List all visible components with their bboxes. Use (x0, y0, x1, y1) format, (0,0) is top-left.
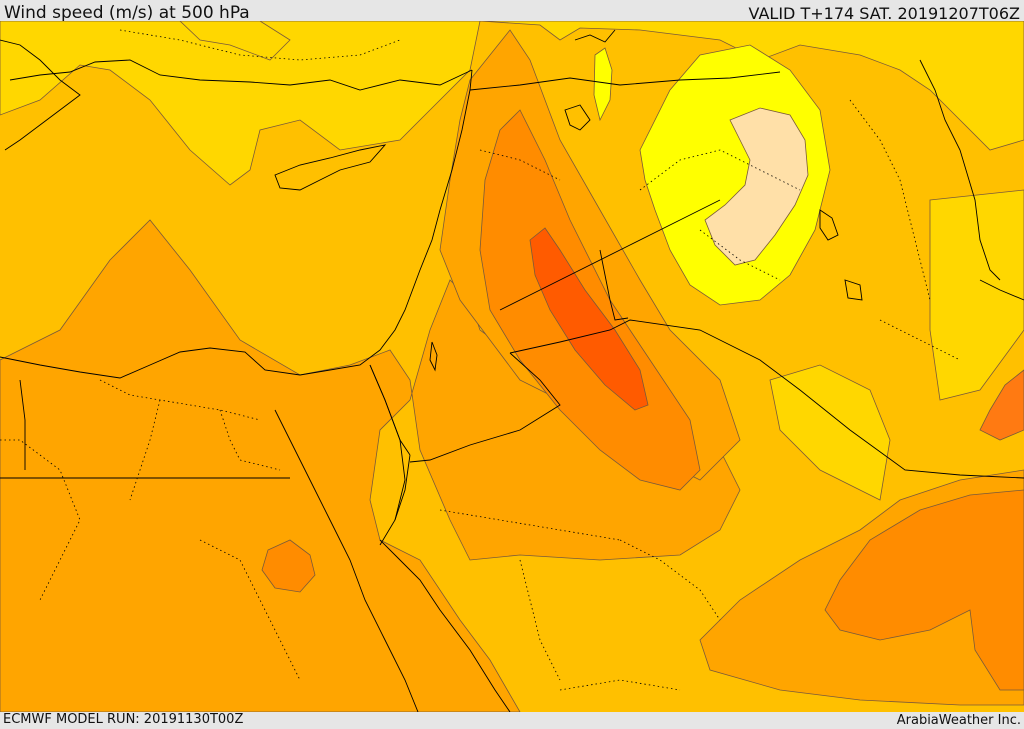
admin-saudi-2 (519, 559, 561, 681)
border-jordan-saudi-south (409, 352, 561, 463)
footer-bar: ECMWF MODEL RUN: 20191130T00Z ArabiaWeat… (0, 712, 1024, 729)
border-iraq-saudi (599, 249, 629, 321)
coast-cyprus (274, 144, 387, 191)
border-egypt-libya (19, 379, 26, 470)
wind-speed-map-svg (0, 21, 1024, 712)
model-run: ECMWF MODEL RUN: 20191130T00Z (3, 712, 244, 727)
border-turkey-syria (469, 71, 781, 91)
coast-red-sea-west (274, 409, 419, 712)
band-light-south-east (769, 364, 891, 501)
band-light-north (0, 21, 1024, 186)
border-sinai (369, 364, 411, 456)
coast-persian-gulf-isl (844, 279, 863, 301)
band-dark-orange-southeast (824, 489, 1024, 691)
coastlines (0, 29, 1024, 712)
admin-turkey (119, 29, 401, 61)
weather-map (0, 21, 1024, 712)
coast-lake-van (564, 104, 591, 131)
admin-boundaries (0, 29, 961, 691)
admin-sudan (199, 539, 301, 681)
credit: ArabiaWeather Inc. (896, 713, 1021, 728)
valid-time: VALID T+174 SAT. 20191207T06Z (748, 4, 1020, 23)
coast-dead-sea (429, 341, 438, 372)
admin-iran (849, 99, 931, 301)
admin-iran-2 (879, 319, 961, 361)
band-light-east (929, 189, 1024, 401)
coast-aegean (0, 39, 81, 151)
coast-gulf-north (979, 279, 1024, 301)
band-yellow-small (593, 47, 613, 122)
admin-saudi-3 (619, 539, 721, 621)
coast-lake-urmia (819, 209, 839, 241)
admin-saudi-1 (439, 509, 621, 541)
header-bar: Wind speed (m/s) at 500 hPa VALID T+174 … (0, 0, 1024, 23)
band-yellow (639, 44, 831, 306)
admin-iraq-2 (699, 229, 781, 281)
coast-caspian-west (919, 59, 1001, 281)
coast-mediterranean-south (0, 69, 473, 379)
border-jordan-saudi (509, 319, 1024, 479)
coast-red-sea-east (379, 539, 511, 712)
map-title: Wind speed (m/s) at 500 hPa (4, 3, 250, 23)
band-dark-orange-gulf (979, 369, 1024, 441)
political-borders (0, 71, 1024, 479)
admin-libya (0, 439, 81, 601)
band-jet-core (529, 227, 649, 411)
admin-iraq-1 (639, 149, 801, 191)
band-cream (704, 107, 809, 266)
band-dark-orange-egypt (261, 539, 316, 593)
coast-black-sea (574, 29, 616, 43)
coast-turkey-south (9, 59, 473, 91)
coast-gulf-aqaba (394, 454, 411, 521)
admin-egypt-1 (99, 379, 261, 421)
border-syria-iraq (499, 199, 721, 311)
band-med-light (179, 21, 291, 61)
admin-syria (479, 149, 561, 181)
